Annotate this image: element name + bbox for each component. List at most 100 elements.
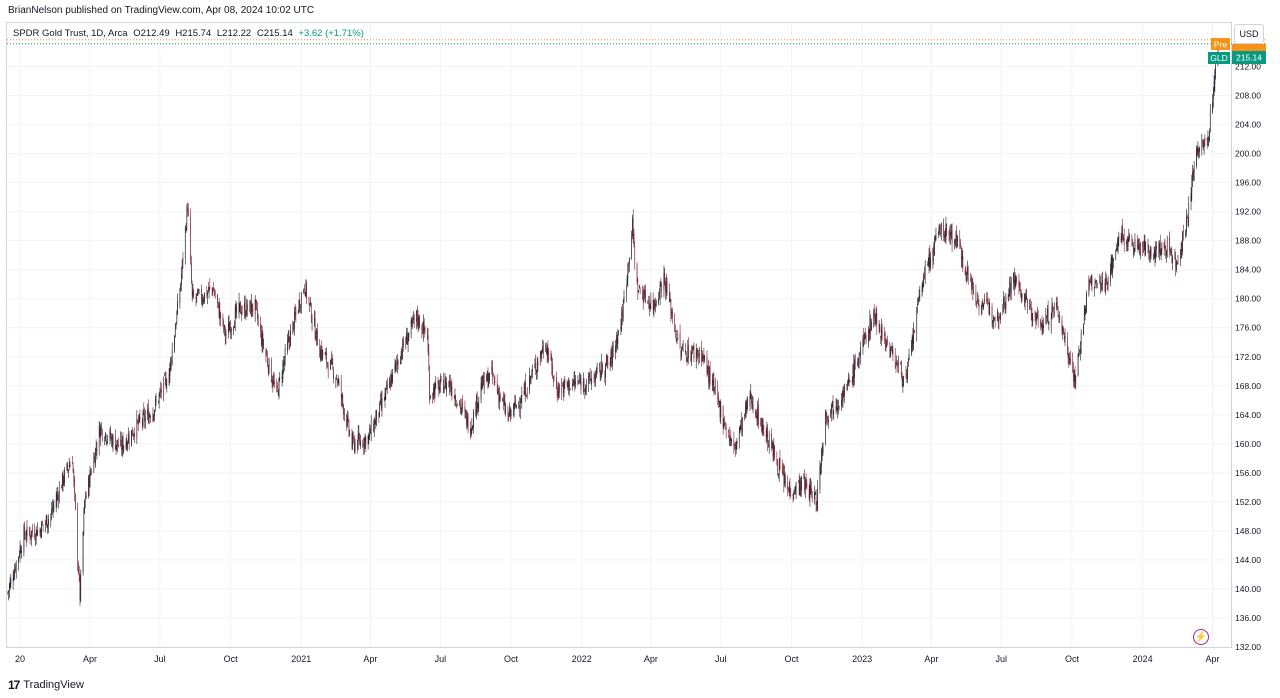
candle-body xyxy=(884,334,886,345)
candle xyxy=(1140,241,1141,260)
candle-body xyxy=(166,385,168,386)
candle-body xyxy=(894,355,896,368)
candle xyxy=(289,336,291,351)
candle-body xyxy=(733,440,735,447)
candle-body xyxy=(837,407,838,412)
candle-body xyxy=(62,473,63,489)
candle xyxy=(1161,242,1163,255)
candle-body xyxy=(96,449,98,451)
candle xyxy=(870,314,871,340)
candle-body xyxy=(631,235,632,260)
candle xyxy=(649,303,651,312)
candle xyxy=(762,418,764,436)
candle-body xyxy=(208,289,209,292)
candle-body xyxy=(836,407,838,410)
candle-body xyxy=(1212,102,1213,112)
candle-body xyxy=(493,378,495,380)
candle xyxy=(622,303,623,326)
symbol-legend[interactable]: SPDR Gold Trust, 1D, Arca O212.49 H215.7… xyxy=(13,28,367,39)
candle-body xyxy=(825,412,827,417)
candle-body xyxy=(650,300,652,304)
candle-body xyxy=(546,349,548,355)
candle-body xyxy=(803,478,805,479)
candle-body xyxy=(294,311,296,316)
candle-body xyxy=(1213,95,1214,100)
candle-body xyxy=(864,331,866,338)
currency-button[interactable]: USD xyxy=(1234,24,1264,44)
candle xyxy=(1005,292,1007,314)
candle-body xyxy=(1013,272,1014,283)
candle xyxy=(680,349,682,362)
candle-body xyxy=(906,373,908,378)
candle-body xyxy=(954,240,955,244)
candle-body xyxy=(338,381,340,383)
candle xyxy=(136,410,138,444)
lightning-icon[interactable]: ⚡ xyxy=(1193,629,1209,645)
candle-body xyxy=(609,361,611,366)
candle-body xyxy=(553,376,555,377)
candle-body xyxy=(359,438,360,444)
candle xyxy=(643,289,645,303)
candle-body xyxy=(112,435,114,446)
candle-body xyxy=(298,300,300,311)
price-axis[interactable]: 136.00140.00144.00148.00152.00156.00160.… xyxy=(1235,62,1261,652)
candle-body xyxy=(136,417,138,439)
candle xyxy=(509,402,510,418)
candle-body xyxy=(1026,296,1027,300)
candle xyxy=(781,459,783,475)
candle xyxy=(1147,238,1149,254)
candle xyxy=(887,335,888,346)
candle xyxy=(1158,240,1160,258)
candle-body xyxy=(599,363,600,366)
candle-body xyxy=(497,391,499,393)
y-tick-label: 204.00 xyxy=(1235,120,1261,130)
candle-body xyxy=(912,335,914,344)
candle xyxy=(330,351,332,365)
candle xyxy=(1156,241,1157,258)
candle xyxy=(886,339,888,348)
candle xyxy=(426,327,428,340)
candle-body xyxy=(42,524,43,525)
candle-body xyxy=(105,435,107,442)
candle xyxy=(1193,168,1194,182)
candle xyxy=(79,573,81,607)
candle-body xyxy=(1045,315,1047,324)
candle xyxy=(1126,236,1128,252)
candle-body xyxy=(456,403,458,406)
candle-body xyxy=(949,232,951,237)
candle xyxy=(583,378,585,392)
candle xyxy=(93,452,95,474)
candle xyxy=(1171,247,1173,264)
footer-brand[interactable]: 17 TradingView xyxy=(8,678,84,692)
candle-body xyxy=(827,416,828,420)
candle-body xyxy=(944,237,946,238)
candle-body xyxy=(250,300,251,315)
candle-series[interactable] xyxy=(7,43,1219,607)
candle xyxy=(8,590,9,601)
time-axis[interactable]: 20 Apr Jul Oct 2021 Apr Jul Oct 2022 Apr Jul Oct 202… xyxy=(15,654,1220,664)
candle-body xyxy=(67,464,69,469)
candle-body xyxy=(843,391,845,398)
candle xyxy=(1138,238,1140,250)
candle-body xyxy=(252,309,254,312)
candle xyxy=(1040,318,1041,331)
x-tick-label: Jul xyxy=(996,654,1008,664)
candle xyxy=(1166,235,1168,258)
candle-body xyxy=(416,310,417,322)
candle xyxy=(525,373,526,403)
candle-body xyxy=(256,301,258,309)
candle xyxy=(381,390,383,417)
candle-body xyxy=(261,333,263,346)
candle-body xyxy=(244,303,245,311)
candle xyxy=(1172,255,1173,271)
candle-body xyxy=(695,350,697,361)
candle xyxy=(164,371,166,386)
candle-body xyxy=(432,394,433,396)
candle xyxy=(163,376,165,402)
candle-body xyxy=(128,434,129,444)
candle xyxy=(831,400,833,408)
candle-body xyxy=(26,526,28,537)
candle xyxy=(179,287,181,309)
candle-body xyxy=(945,223,947,240)
